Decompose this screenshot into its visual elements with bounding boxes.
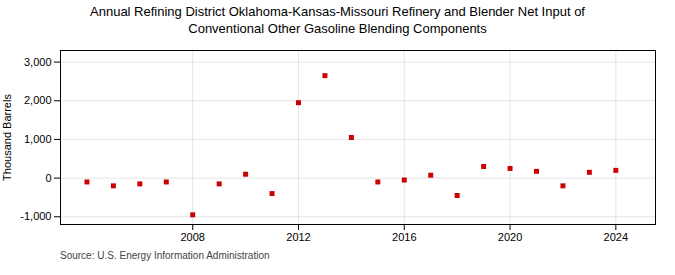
html-text:Source: U.S. Energy Informatio: Source: U.S. Energy Information Administ… [60,249,270,261]
svg-text:-1,000: -1,000 [20,210,51,222]
svg-text:2012: 2012 [286,231,310,243]
svg-text:2016: 2016 [392,231,416,243]
svg-text:2008: 2008 [180,231,204,243]
html-text:Annual Refining District Oklah: Annual Refining District Oklahoma-Kansas… [90,4,585,36]
svg-text:2020: 2020 [498,231,522,243]
svg-text:0: 0 [45,171,51,183]
svg-text:2024: 2024 [604,231,628,243]
svg-text:Thousand Barrels: Thousand Barrels [1,93,13,180]
svg-text:2,000: 2,000 [24,94,52,106]
svg-text:3,000: 3,000 [24,55,52,67]
svg-text:1,000: 1,000 [24,133,52,145]
